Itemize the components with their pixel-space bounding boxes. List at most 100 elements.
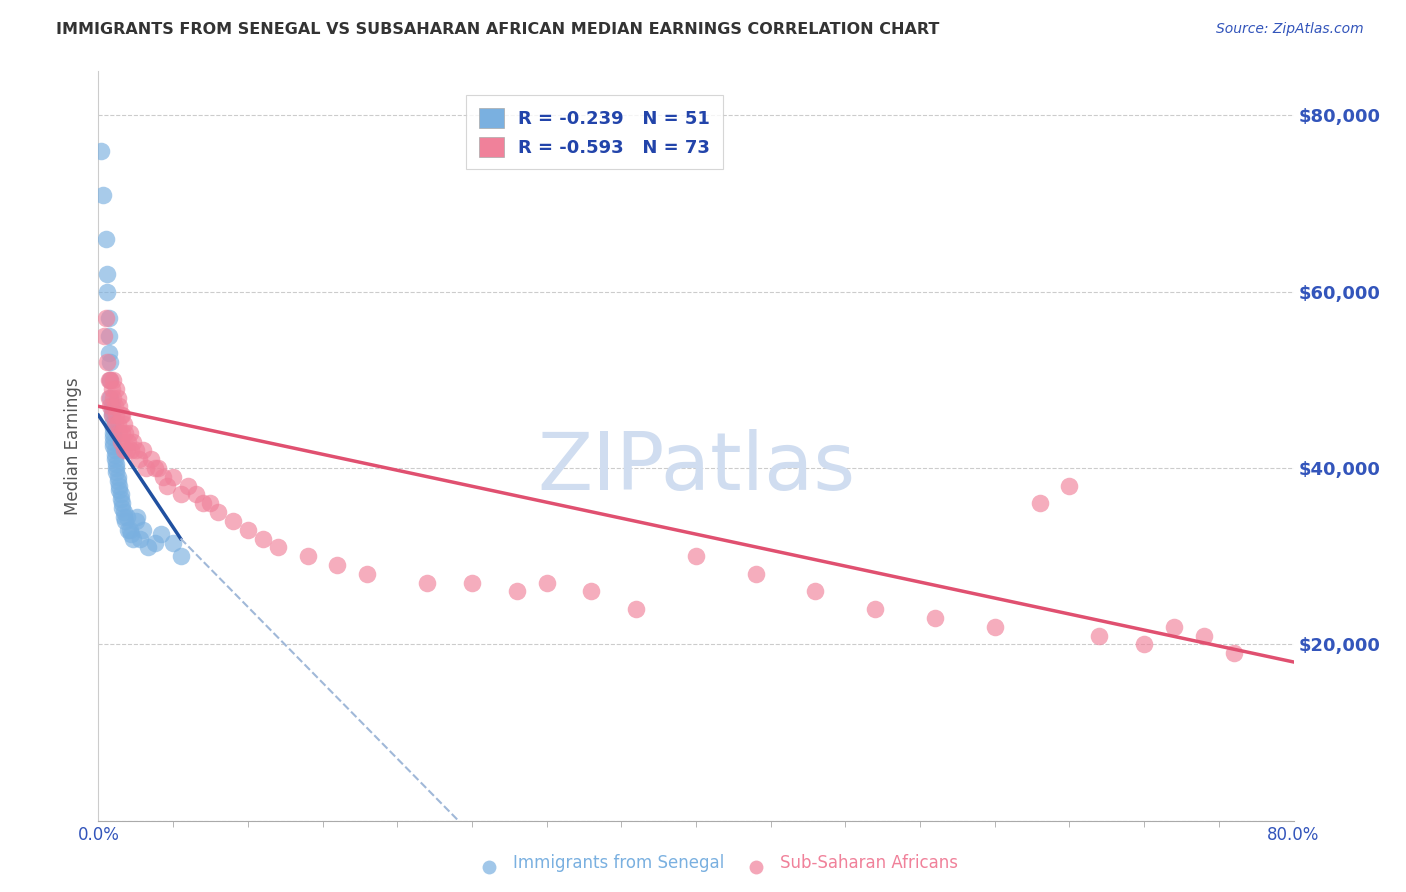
Point <box>111 425 134 440</box>
Point <box>536 575 558 590</box>
Point <box>112 443 135 458</box>
Point <box>127 509 149 524</box>
Point <box>129 532 152 546</box>
Point <box>103 421 125 435</box>
Point <box>120 527 142 541</box>
Point <box>117 523 139 537</box>
Point <box>356 566 378 581</box>
Point <box>132 523 155 537</box>
Point <box>177 478 200 492</box>
Point <box>207 505 229 519</box>
Point <box>297 549 319 564</box>
Point <box>104 443 127 458</box>
Point <box>236 523 259 537</box>
Point <box>97 328 120 343</box>
Point <box>101 403 124 417</box>
Point <box>125 443 148 458</box>
Point <box>114 425 136 440</box>
Point <box>96 355 118 369</box>
Point <box>108 400 131 414</box>
Point <box>1028 496 1050 510</box>
Point <box>97 373 120 387</box>
Point <box>865 602 887 616</box>
Point <box>118 523 141 537</box>
Point <box>94 311 117 326</box>
Point <box>98 391 122 405</box>
Point <box>112 509 135 524</box>
Point <box>169 487 191 501</box>
Point <box>152 470 174 484</box>
Point <box>103 434 125 449</box>
Point <box>103 439 125 453</box>
Point <box>191 496 214 510</box>
Point <box>97 346 120 360</box>
Text: Immigrants from Senegal: Immigrants from Senegal <box>513 855 724 872</box>
Point <box>105 382 128 396</box>
Point <box>252 532 274 546</box>
Point <box>94 232 117 246</box>
Point <box>1088 628 1111 642</box>
Point <box>745 860 768 874</box>
Point <box>104 448 127 462</box>
Point <box>506 584 529 599</box>
Point <box>1192 628 1215 642</box>
Point <box>120 443 142 458</box>
Point <box>107 391 129 405</box>
Point <box>97 391 120 405</box>
Point <box>101 400 124 414</box>
Point <box>98 373 122 387</box>
Point <box>101 408 124 422</box>
Point <box>96 267 118 281</box>
Point <box>135 461 157 475</box>
Point <box>105 457 128 471</box>
Point <box>108 483 131 497</box>
Point <box>103 391 125 405</box>
Point <box>924 611 946 625</box>
Point <box>132 443 155 458</box>
Point <box>121 532 143 546</box>
Point <box>108 478 131 492</box>
Point <box>112 417 135 431</box>
Point <box>804 584 827 599</box>
Point <box>110 408 132 422</box>
Point <box>105 466 128 480</box>
Point <box>461 575 484 590</box>
Point <box>162 470 184 484</box>
Point <box>98 373 122 387</box>
Point <box>184 487 207 501</box>
Point <box>115 509 138 524</box>
Point <box>984 620 1007 634</box>
Point <box>107 470 129 484</box>
Point <box>128 452 150 467</box>
Point <box>139 452 162 467</box>
Point <box>148 461 170 475</box>
Point <box>103 430 125 444</box>
Text: IMMIGRANTS FROM SENEGAL VS SUBSAHARAN AFRICAN MEDIAN EARNINGS CORRELATION CHART: IMMIGRANTS FROM SENEGAL VS SUBSAHARAN AF… <box>56 22 939 37</box>
Point <box>107 475 129 489</box>
Point <box>90 144 112 158</box>
Point <box>626 602 648 616</box>
Text: Source: ZipAtlas.com: Source: ZipAtlas.com <box>1216 22 1364 37</box>
Point <box>111 496 134 510</box>
Point <box>105 461 128 475</box>
Text: ZIPatlas: ZIPatlas <box>537 429 855 508</box>
Point <box>326 558 349 572</box>
Point <box>96 285 118 299</box>
Point <box>107 417 129 431</box>
Point <box>267 541 290 555</box>
Point <box>110 491 132 506</box>
Point <box>103 425 125 440</box>
Point <box>125 514 148 528</box>
Point <box>108 425 131 440</box>
Point <box>222 514 245 528</box>
Point <box>91 187 114 202</box>
Point <box>101 417 124 431</box>
Point <box>136 541 159 555</box>
Point <box>98 400 122 414</box>
Point <box>478 860 501 874</box>
Point <box>101 382 124 396</box>
Point <box>685 549 707 564</box>
Point <box>111 500 134 515</box>
Point <box>1163 620 1185 634</box>
Point <box>101 408 124 422</box>
